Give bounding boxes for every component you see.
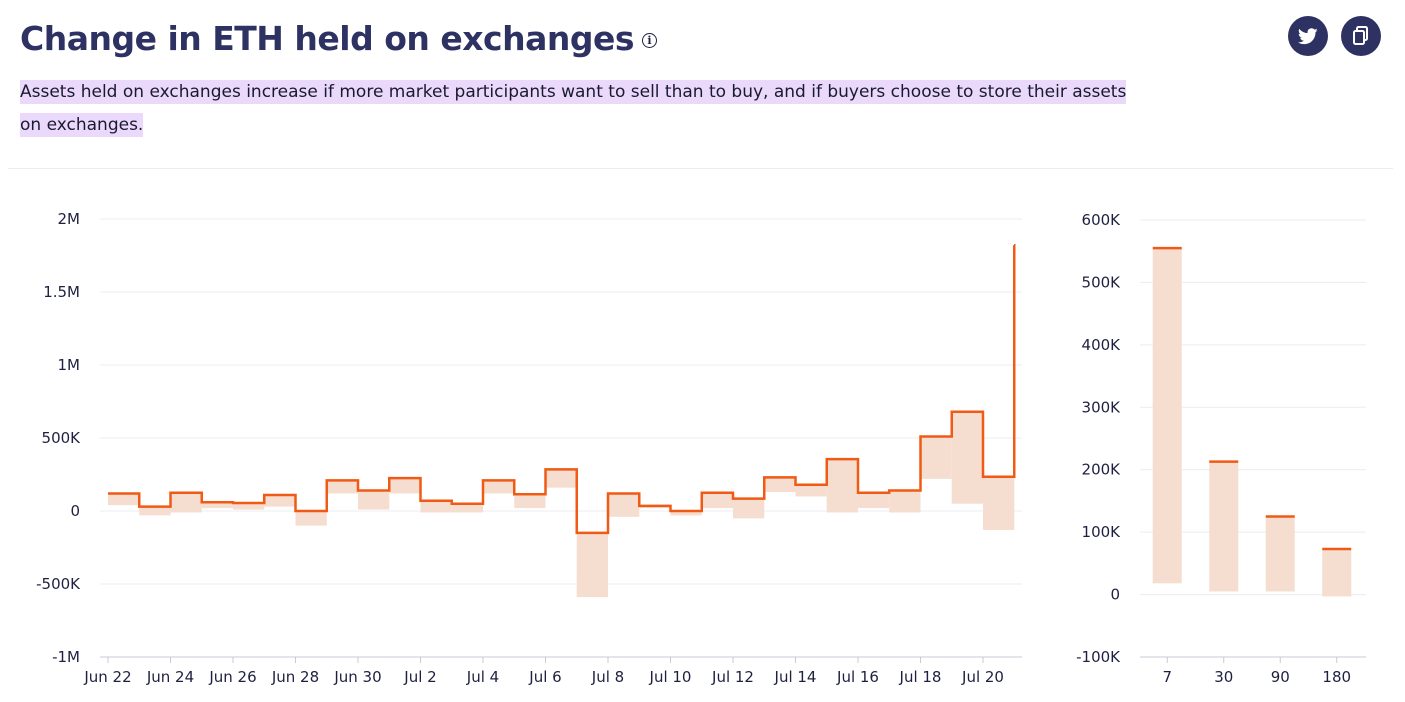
x-tick-label: 180 — [1322, 668, 1351, 686]
twitter-icon — [1298, 27, 1318, 44]
band-segment — [733, 498, 765, 519]
bar-180 — [1322, 548, 1352, 597]
band-segment — [264, 494, 296, 507]
y-tick-label: 200K — [1082, 461, 1122, 479]
y-tick-label: -1M — [52, 648, 80, 666]
band-segment — [139, 506, 171, 516]
copy-icon — [1353, 26, 1368, 45]
series-step-line — [108, 244, 1016, 535]
band-segment — [389, 478, 421, 494]
x-tick-label: Jul 20 — [961, 668, 1004, 686]
band-segment — [983, 476, 1015, 530]
y-tick-label: 400K — [1082, 336, 1122, 354]
y-tick-label: 500K — [42, 429, 82, 447]
info-icon[interactable]: i — [642, 32, 657, 48]
x-tick-label: Jun 26 — [208, 668, 256, 686]
twitter-share-button[interactable] — [1288, 16, 1328, 56]
bar-7 — [1152, 248, 1182, 584]
band-segment — [451, 503, 483, 513]
x-tick-label: Jun 30 — [333, 668, 381, 686]
y-tick-label: 2M — [58, 210, 81, 228]
band-segment — [951, 411, 983, 504]
x-tick-label: Jul 6 — [528, 668, 561, 686]
band-segment — [608, 493, 640, 517]
y-tick-label: 500K — [1082, 273, 1122, 291]
y-tick-label: 100K — [1082, 523, 1122, 541]
band-segment — [795, 484, 827, 497]
band-segment — [858, 492, 890, 509]
x-tick-label: Jul 16 — [836, 668, 879, 686]
chart-header: Change in ETH held on exchanges i — [20, 10, 1405, 66]
band-segment — [108, 493, 140, 506]
x-tick-label: Jul 10 — [649, 668, 692, 686]
band-segment — [826, 459, 858, 513]
band-segment — [233, 502, 265, 510]
x-tick-label: Jul 18 — [899, 668, 942, 686]
x-tick-label: 7 — [1162, 668, 1172, 686]
bar-30 — [1209, 461, 1239, 592]
band-segment — [764, 477, 796, 493]
x-tick-label: Jul 12 — [711, 668, 754, 686]
y-tick-label: -100K — [1076, 648, 1121, 666]
bar-90 — [1265, 516, 1295, 592]
y-tick-label: 300K — [1082, 398, 1122, 416]
header-divider — [8, 168, 1393, 169]
y-tick-label: 1M — [58, 356, 81, 374]
chart-description: Assets held on exchanges increase if mor… — [20, 76, 1150, 142]
x-tick-label: 30 — [1214, 668, 1233, 686]
period-summary-bar-chart: 600K 500K 400K 300K 200K 100K 0 -100K 7 30 90 180 — [1076, 211, 1366, 686]
page-title: Change in ETH held on exchanges — [20, 18, 635, 58]
band-segment — [201, 502, 233, 509]
x-tick-label: Jun 24 — [146, 668, 194, 686]
x-tick-label: Jul 4 — [466, 668, 499, 686]
x-tick-label: 90 — [1271, 668, 1290, 686]
band-segment — [358, 490, 390, 510]
band-segment — [670, 511, 702, 516]
y-tick-label: 0 — [1110, 586, 1120, 604]
band-segment — [701, 492, 733, 509]
y-tick-label: 1.5M — [43, 283, 80, 301]
band-segment — [295, 511, 327, 526]
band-segment — [514, 494, 546, 509]
band-segment — [326, 480, 358, 494]
band-segment — [889, 490, 921, 513]
band-segment — [483, 480, 515, 494]
x-tick-label: Jun 22 — [83, 668, 131, 686]
copy-link-button[interactable] — [1341, 16, 1381, 56]
x-tick-label: Jul 2 — [403, 668, 436, 686]
band-segment — [576, 532, 608, 598]
band-segment — [420, 500, 452, 513]
x-tick-label: Jun 28 — [271, 668, 319, 686]
band-segment — [545, 469, 577, 488]
y-tick-label: -500K — [36, 575, 81, 593]
band-segment — [170, 492, 202, 513]
x-tick-label: Jul 8 — [591, 668, 624, 686]
x-tick-label: Jul 14 — [774, 668, 817, 686]
band-segment — [920, 436, 952, 479]
y-tick-label: 0 — [70, 502, 80, 520]
y-tick-label: 600K — [1082, 211, 1122, 229]
